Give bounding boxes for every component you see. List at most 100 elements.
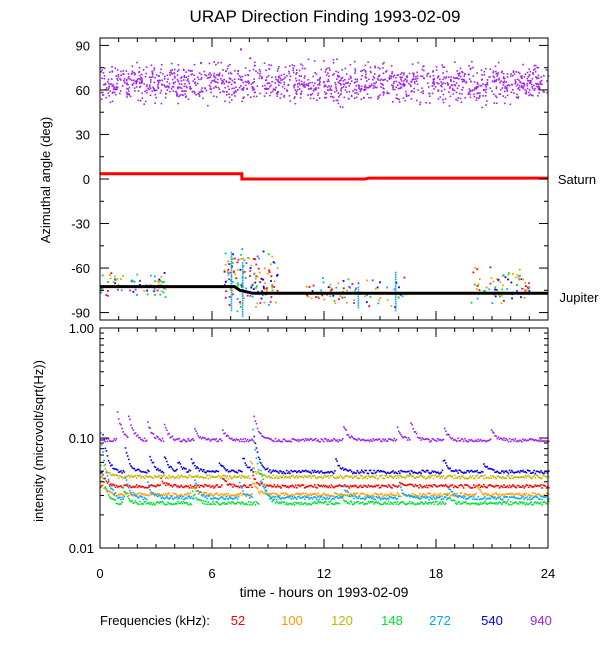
intensity-point-940 [301, 438, 304, 441]
intensity-point-100 [381, 493, 383, 495]
intensity-point-940 [394, 440, 397, 442]
intensity-point-940 [317, 439, 319, 441]
azimuth-point [119, 278, 122, 281]
azimuth-point-940 [212, 95, 215, 98]
intensity-point-120 [215, 476, 217, 479]
intensity-point-100 [448, 492, 450, 495]
intensity-point-540 [372, 472, 374, 475]
intensity-point-100 [313, 493, 316, 495]
intensity-point-120 [504, 477, 506, 479]
azimuth-point [270, 296, 273, 298]
azimuth-point-940 [255, 70, 257, 73]
azimuth-point-940 [228, 81, 231, 83]
intensity-point-52 [320, 484, 323, 487]
azimuth-streak-point [394, 307, 397, 309]
intensity-point-120 [392, 477, 394, 480]
intensity-point-940 [350, 435, 353, 437]
azimuth-point-940 [360, 98, 363, 101]
intensity-point-100 [487, 493, 490, 496]
intensity-point-272 [377, 496, 380, 499]
intensity-point-940 [357, 437, 360, 440]
intensity-point-540 [130, 465, 132, 467]
intensity-point-52 [334, 486, 336, 488]
intensity-point-52 [523, 487, 525, 489]
azimuth-streak-point [230, 307, 233, 309]
azimuth-point [476, 297, 479, 300]
intensity-point-100 [499, 495, 502, 498]
intensity-point-540 [393, 472, 396, 474]
intensity-point-52 [484, 485, 486, 488]
intensity-point-100 [132, 495, 135, 497]
azimuth-point [401, 295, 404, 298]
azimuth-point-940 [305, 83, 308, 85]
intensity-point-940 [500, 438, 503, 440]
azimuth-point [500, 294, 503, 297]
azimuth-point-940 [385, 71, 387, 73]
intensity-point-52 [253, 478, 256, 480]
azimuth-point-940 [277, 91, 280, 94]
intensity-point-272 [149, 489, 151, 491]
intensity-point-52 [186, 485, 188, 488]
azimuth-point-940 [165, 86, 168, 89]
intensity-point-120 [410, 474, 412, 477]
intensity-point-52 [539, 485, 541, 487]
azimuth-streak-point [230, 287, 233, 289]
intensity-point-940 [405, 436, 408, 439]
intensity-point-940 [437, 437, 439, 440]
azimuth-point [347, 278, 350, 281]
intensity-point-52 [522, 484, 524, 487]
intensity-point-100 [120, 493, 122, 495]
azimuth-point [109, 277, 112, 280]
azimuth-point-940 [526, 87, 529, 90]
azimuth-point-940 [197, 92, 199, 95]
azimuth-point-940 [453, 83, 456, 86]
azimuth-point-940 [507, 83, 510, 86]
intensity-point-272 [133, 494, 136, 496]
intensity-point-148 [308, 502, 310, 505]
azimuth-point-940 [284, 66, 287, 68]
intensity-point-540 [131, 466, 133, 469]
intensity-point-940 [420, 439, 422, 441]
intensity-point-940 [393, 437, 396, 440]
intensity-point-272 [336, 495, 338, 498]
intensity-point-540 [413, 471, 416, 473]
intensity-point-272 [464, 495, 466, 498]
intensity-point-148 [241, 501, 243, 503]
intensity-point-100 [423, 493, 426, 496]
intensity-point-540 [414, 472, 417, 474]
intensity-point-940 [339, 439, 342, 442]
intensity-point-52 [172, 484, 175, 487]
intensity-point-540 [441, 469, 444, 472]
azimuth-point-940 [337, 99, 339, 102]
azimuth-point-940 [335, 83, 337, 86]
intensity-point-148 [255, 501, 258, 503]
azimuth-point-940 [479, 84, 481, 87]
intensity-point-52 [125, 484, 128, 486]
azimuth-point-940 [120, 79, 122, 81]
intensity-point-540 [254, 442, 257, 445]
intensity-point-52 [285, 486, 288, 489]
azimuth-point-940 [103, 77, 106, 80]
azimuth-point-940 [327, 78, 330, 81]
azimuth-tick-label: 90 [76, 38, 90, 53]
intensity-point-100 [511, 493, 513, 496]
intensity-point-540 [338, 464, 341, 467]
intensity-point-120 [218, 475, 221, 478]
azimuth-point-940 [454, 77, 456, 80]
azimuth-point-940 [164, 85, 166, 88]
intensity-point-100 [287, 494, 289, 496]
azimuth-point-940 [459, 72, 461, 74]
intensity-point-540 [368, 469, 371, 472]
azimuth-point-940 [249, 57, 252, 60]
azimuth-point [249, 275, 251, 277]
azimuth-streak-point [394, 294, 397, 296]
intensity-point-120 [343, 477, 345, 479]
intensity-point-272 [393, 496, 396, 499]
intensity-point-148 [349, 500, 352, 502]
intensity-point-100 [420, 495, 422, 498]
intensity-point-540 [513, 472, 515, 474]
intensity-point-52 [494, 485, 496, 488]
intensity-point-148 [203, 500, 205, 502]
azimuth-point-940 [458, 92, 461, 95]
intensity-point-148 [104, 486, 107, 488]
